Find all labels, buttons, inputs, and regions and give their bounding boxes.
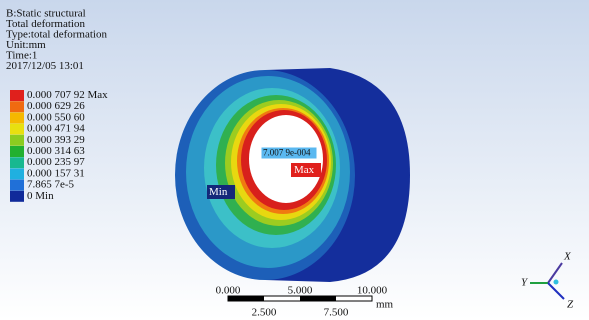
triad-z: Z bbox=[567, 299, 574, 311]
triad-x: X bbox=[563, 251, 572, 263]
legend-label: 0.000 550 60 bbox=[27, 111, 85, 123]
legend-label: 0.000 235 97 bbox=[27, 156, 85, 168]
scale-label: 0.000 bbox=[216, 285, 241, 297]
legend-label: 0.000 314 63 bbox=[27, 145, 85, 157]
scale-label: 2.500 bbox=[252, 307, 277, 319]
legend-label: 0.000 707 92 Max bbox=[27, 89, 108, 101]
triad-dot bbox=[554, 280, 559, 285]
legend-swatch bbox=[10, 180, 24, 191]
legend-swatch bbox=[10, 168, 24, 179]
legend-swatch bbox=[10, 135, 24, 146]
probe-value: 7.007 9e-004 bbox=[263, 148, 311, 158]
scale-bar bbox=[228, 296, 372, 301]
scale-label: 10.000 bbox=[357, 285, 388, 297]
legend-swatch bbox=[10, 101, 24, 112]
legend-swatch bbox=[10, 146, 24, 157]
scale-unit: mm bbox=[376, 299, 394, 311]
legend-label: 0.000 471 94 bbox=[27, 123, 85, 135]
scale-label: 5.000 bbox=[288, 285, 313, 297]
probe-max: Max bbox=[294, 164, 315, 176]
legend-swatch bbox=[10, 124, 24, 135]
legend-label: 7.865 7e-5 bbox=[27, 179, 75, 191]
legend-swatch bbox=[10, 112, 24, 123]
probe-min: Min bbox=[209, 186, 228, 198]
legend-label: 0.000 629 26 bbox=[27, 100, 85, 112]
legend-label: 0.000 393 29 bbox=[27, 134, 85, 146]
viewport: 7.007 9e-004 Max Min X Y Z B:Static stru… bbox=[0, 0, 589, 320]
scale-label: 7.500 bbox=[324, 307, 349, 319]
header-line: 2017/12/05 13:01 bbox=[6, 60, 84, 72]
scale-seg bbox=[300, 296, 336, 301]
legend-swatch bbox=[10, 191, 24, 202]
legend-swatch bbox=[10, 157, 24, 168]
scale-seg bbox=[228, 296, 264, 301]
legend-label: 0.000 157 31 bbox=[27, 167, 85, 179]
legend-swatch bbox=[10, 90, 24, 101]
legend-label: 0 Min bbox=[27, 190, 54, 202]
